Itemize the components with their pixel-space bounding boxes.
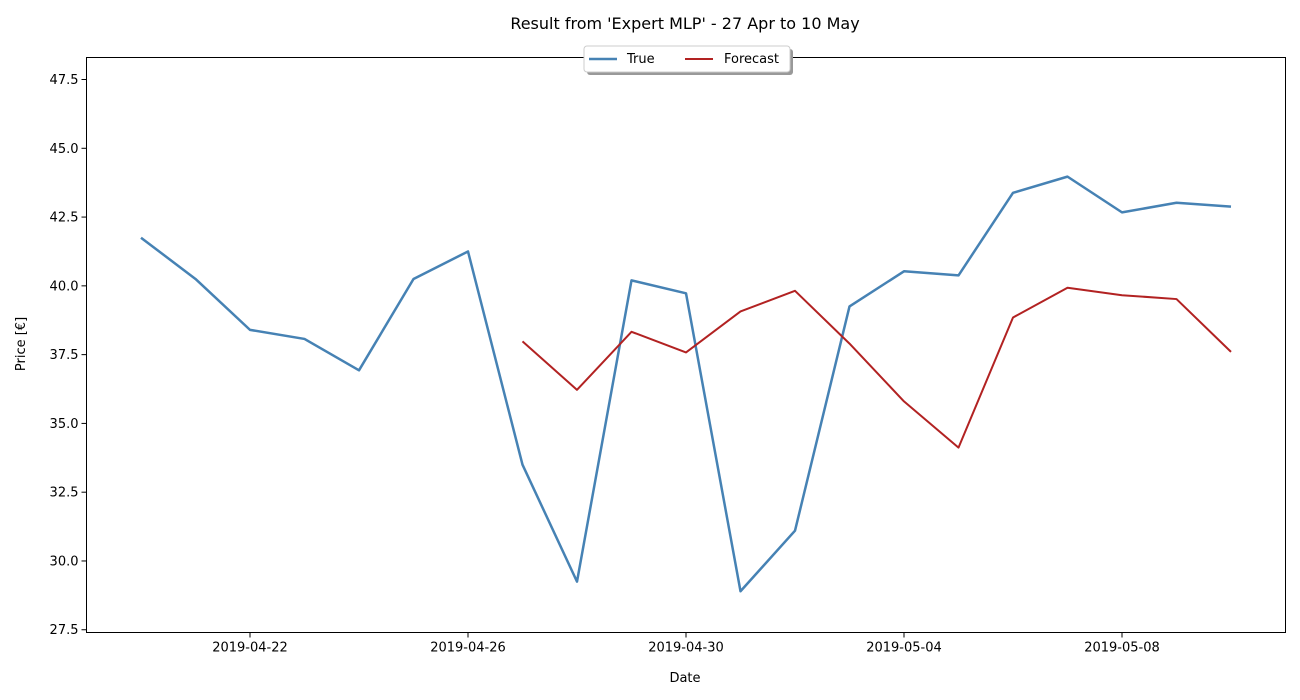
x-axis: 2019-04-22 2019-04-26 2019-04-30 2019-05-04… [212,632,1160,656]
y-tick-label: 35.0 [50,417,79,432]
legend-label-forecast: Forecast [724,52,779,67]
series-layer [140,175,1232,593]
x-tick-label: 2019-05-08 [1084,641,1160,656]
y-tick-label: 37.5 [50,348,79,363]
x-tick-label: 2019-04-26 [430,641,506,656]
y-tick-label: 30.0 [50,554,79,569]
legend: True Forecast [583,45,793,75]
y-tick-label: 40.0 [50,279,79,294]
x-axis-label: Date [669,671,700,686]
x-tick-label: 2019-04-22 [212,641,288,656]
y-tick-label: 27.5 [50,623,79,638]
x-tick-label: 2019-04-30 [648,641,724,656]
y-tick-label: 47.5 [50,73,79,88]
series-line-forecast [521,286,1232,449]
y-tick-label: 45.0 [50,142,79,157]
y-tick-label: 42.5 [50,211,79,226]
y-axis-label: Price [€] [14,317,29,371]
y-tick-label: 32.5 [50,486,79,501]
chart-title: Result from 'Expert MLP' - 27 Apr to 10 … [510,14,859,33]
plot-area [86,57,1286,633]
legend-label-true: True [626,52,655,67]
x-tick-label: 2019-05-04 [866,641,942,656]
y-axis: 27.5 30.0 32.5 35.0 37.5 40.0 42.5 45.0 47.5 [50,73,87,638]
series-line-true [140,175,1232,593]
